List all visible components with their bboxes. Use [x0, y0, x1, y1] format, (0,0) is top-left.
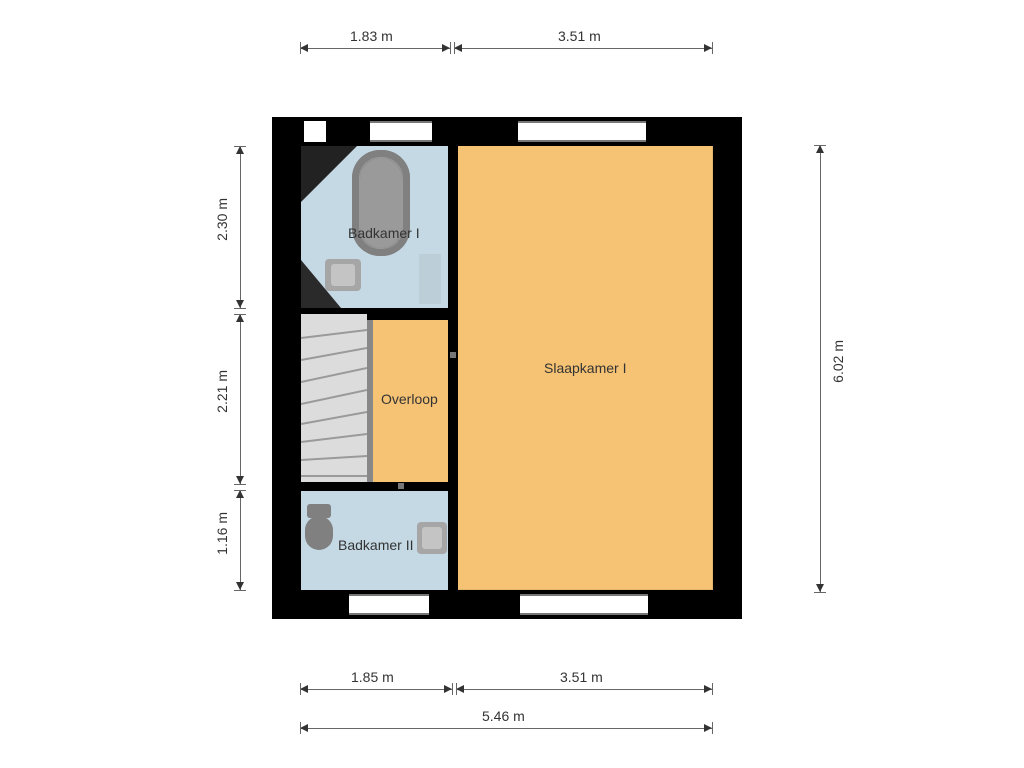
- dim-l-3-t2: [234, 590, 246, 591]
- dim-l-1-text: 2.30 m: [214, 198, 230, 241]
- door-marker-2: [398, 483, 404, 489]
- stairs-treads: [301, 314, 367, 482]
- label-slaapkamer-i: Slaapkamer I: [544, 360, 626, 376]
- wall-overloop-top: [367, 314, 452, 320]
- dim-l-2-au: [236, 314, 244, 322]
- dim-l-1-t1: [234, 146, 246, 147]
- dim-b1-1-t2: [452, 683, 453, 695]
- dim-top-2-al: [454, 44, 462, 52]
- dim-l-1-t2: [234, 308, 246, 309]
- dim-b1-2-al: [456, 685, 464, 693]
- dim-top-2-line: [454, 48, 712, 49]
- dim-r-au: [816, 145, 824, 153]
- window-top-mid: [370, 121, 432, 142]
- dim-l-2-t1: [234, 314, 246, 315]
- dim-l-2-text: 2.21 m: [214, 370, 230, 413]
- wall-stairs-overloop: [367, 314, 373, 482]
- dim-b1-2-text: 3.51 m: [560, 669, 603, 685]
- dim-b2-text: 5.46 m: [482, 708, 525, 724]
- dim-r-t2: [814, 592, 826, 593]
- label-overloop: Overloop: [381, 391, 438, 407]
- dim-top-1-ar: [442, 44, 450, 52]
- dim-l-2-line: [240, 314, 241, 484]
- dim-b1-1-line: [300, 689, 452, 690]
- dim-l-3-line: [240, 490, 241, 590]
- dim-b1-2-line: [456, 689, 712, 690]
- dim-l-3-t1: [234, 490, 246, 491]
- dim-top-2-ar: [704, 44, 712, 52]
- dim-b1-2-t1: [456, 683, 457, 695]
- dim-b2-ar: [704, 724, 712, 732]
- dim-r-t1: [814, 145, 826, 146]
- door-marker-1: [450, 352, 456, 358]
- label-badkamer-i: Badkamer I: [348, 225, 420, 241]
- window-bot-right: [520, 594, 648, 615]
- dim-r-line: [820, 145, 821, 592]
- dim-b1-2-ar: [704, 685, 712, 693]
- dim-r-ad: [816, 584, 824, 592]
- corner-triangle-top: [301, 146, 357, 202]
- wall-interior-vert: [448, 146, 458, 590]
- dim-b2-t2: [712, 722, 713, 734]
- wall-bottom: [272, 590, 742, 619]
- dim-l-3-text: 1.16 m: [214, 512, 230, 555]
- dim-top-1-t1: [300, 42, 301, 54]
- dim-b2-line: [300, 728, 712, 729]
- dim-top-2-t2: [712, 42, 713, 54]
- dim-b1-1-ar: [444, 685, 452, 693]
- window-bot-left: [349, 594, 429, 615]
- wall-interior-h2: [301, 482, 452, 491]
- dim-b1-1-text: 1.85 m: [351, 669, 394, 685]
- dim-top-1-al: [300, 44, 308, 52]
- floorplan-canvas: Badkamer I Slaapkamer I Overloop Badkame…: [0, 0, 1024, 768]
- dim-top-1-t2: [450, 42, 451, 54]
- sink-badkamer-ii: [417, 522, 447, 554]
- wall-top: [272, 117, 742, 146]
- dim-l-3-ad: [236, 582, 244, 590]
- dim-top-1-text: 1.83 m: [350, 28, 393, 44]
- dim-l-2-t2: [234, 484, 246, 485]
- dim-top-2-t1: [454, 42, 455, 54]
- sink-badkamer-i: [325, 259, 361, 291]
- dim-l-2-ad: [236, 476, 244, 484]
- dim-l-1-line: [240, 146, 241, 308]
- wall-right: [713, 117, 742, 619]
- dim-b1-1-t1: [300, 683, 301, 695]
- window-top-right: [518, 121, 646, 142]
- dim-b2-al: [300, 724, 308, 732]
- counter-badkamer-i: [419, 254, 441, 304]
- wall-left: [272, 117, 301, 619]
- dim-top-2-text: 3.51 m: [558, 28, 601, 44]
- label-badkamer-ii: Badkamer II: [338, 537, 413, 553]
- dim-l-1-au: [236, 146, 244, 154]
- dim-r-text: 6.02 m: [830, 340, 846, 383]
- dim-b1-2-t2: [712, 683, 713, 695]
- dim-b1-1-al: [300, 685, 308, 693]
- dim-b2-t1: [300, 722, 301, 734]
- opening-top-small: [304, 121, 326, 142]
- toilet-badkamer-ii: [305, 504, 333, 550]
- dim-l-1-ad: [236, 300, 244, 308]
- dim-top-1-line: [300, 48, 450, 49]
- dim-l-3-au: [236, 490, 244, 498]
